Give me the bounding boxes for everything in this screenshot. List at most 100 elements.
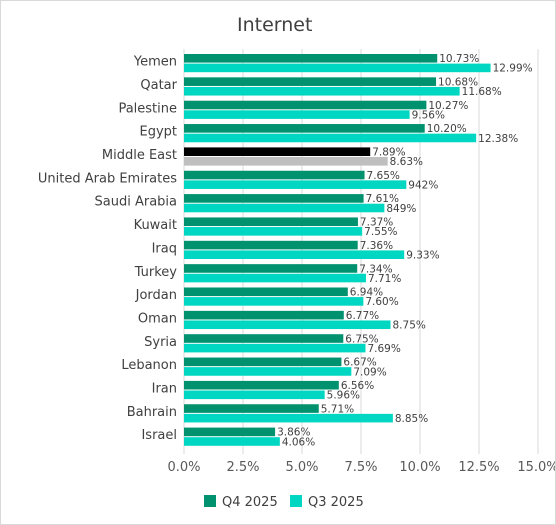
data-label: 7.71% bbox=[368, 273, 401, 285]
bar-q3 bbox=[184, 203, 385, 213]
data-label: 7.61% bbox=[366, 193, 399, 205]
legend-swatch-q4 bbox=[204, 495, 216, 507]
bar-q3 bbox=[184, 437, 280, 446]
data-label: 849% bbox=[386, 203, 416, 215]
bar-q4 bbox=[184, 54, 438, 63]
bar-q3 bbox=[184, 297, 364, 306]
data-label: 7.55% bbox=[364, 226, 397, 238]
bar-q3 bbox=[184, 110, 410, 119]
bar-q3 bbox=[184, 180, 407, 189]
bar-q4 bbox=[184, 427, 276, 437]
data-label: 7.65% bbox=[367, 170, 400, 182]
bar-q4 bbox=[184, 77, 437, 86]
bar-q4 bbox=[184, 124, 425, 133]
category-label: Yemen bbox=[133, 55, 177, 70]
data-label: 11.68% bbox=[462, 86, 502, 98]
bar-q4 bbox=[184, 170, 365, 180]
bar-q4 bbox=[184, 287, 348, 297]
category-label: Middle East bbox=[102, 148, 177, 163]
bar-q3 bbox=[184, 133, 477, 143]
data-label: 7.37% bbox=[360, 217, 393, 229]
data-label: 7.69% bbox=[367, 343, 400, 355]
data-label: 7.09% bbox=[353, 366, 386, 378]
data-label: 6.56% bbox=[341, 380, 374, 392]
bar-q3 bbox=[184, 63, 491, 73]
data-label: 6.94% bbox=[350, 287, 383, 299]
category-label: Lebanon bbox=[121, 358, 177, 373]
data-label: 7.60% bbox=[365, 296, 398, 308]
data-label: 7.34% bbox=[359, 263, 392, 275]
bars bbox=[184, 54, 491, 446]
bar-q4 bbox=[184, 334, 344, 343]
legend-label-q3: Q3 2025 bbox=[308, 495, 364, 510]
data-label: 10.68% bbox=[438, 76, 478, 88]
data-label: 4.06% bbox=[282, 436, 315, 448]
bar-q3 bbox=[184, 320, 391, 330]
chart-title: Internet bbox=[237, 14, 312, 36]
data-label: 6.67% bbox=[343, 357, 376, 369]
data-label: 9.33% bbox=[406, 250, 439, 262]
category-label: Turkey bbox=[134, 265, 178, 280]
bar-q4 bbox=[184, 357, 342, 367]
data-label: 5.71% bbox=[321, 403, 354, 415]
category-label: Egypt bbox=[139, 125, 177, 140]
x-tick-label: 10.0% bbox=[399, 460, 440, 475]
bar-q3 bbox=[184, 273, 366, 283]
data-label: 12.99% bbox=[493, 63, 533, 75]
bar-q3 bbox=[184, 250, 405, 259]
category-label: Syria bbox=[144, 335, 177, 350]
bar-q4 bbox=[184, 217, 358, 227]
category-label: Bahrain bbox=[127, 405, 177, 420]
x-tick-label: 2.5% bbox=[226, 460, 259, 475]
bar-q4 bbox=[184, 240, 358, 250]
x-axis-ticks: 0.0% 2.5% 5.0% 7.5% 10.0% 12.5% 15.0% bbox=[167, 460, 555, 475]
bar-q4 bbox=[184, 380, 339, 390]
bar-q4 bbox=[184, 100, 427, 110]
data-label: 9.56% bbox=[412, 109, 445, 121]
bar-q4 bbox=[184, 264, 358, 273]
data-label: 5.96% bbox=[327, 390, 360, 402]
bar-q3 bbox=[184, 157, 388, 166]
legend-swatch-q3 bbox=[290, 495, 302, 507]
bar-q4 bbox=[184, 404, 319, 413]
x-tick-label: 7.5% bbox=[344, 460, 377, 475]
bar-q4 bbox=[184, 147, 371, 156]
x-tick-label: 15.0% bbox=[517, 460, 555, 475]
bar-q4 bbox=[184, 310, 344, 320]
category-label: Palestine bbox=[118, 101, 177, 116]
x-tick-label: 0.0% bbox=[167, 460, 200, 475]
data-label: 3.86% bbox=[277, 427, 310, 439]
bar-q4 bbox=[184, 194, 364, 203]
category-label: Jordan bbox=[135, 288, 177, 303]
category-label: Iran bbox=[152, 382, 177, 397]
category-label: Qatar bbox=[140, 78, 177, 93]
data-label: 7.89% bbox=[372, 147, 405, 159]
category-label: Oman bbox=[138, 311, 177, 326]
data-label: 8.63% bbox=[390, 156, 423, 168]
category-label: Saudi Arabia bbox=[95, 195, 178, 210]
data-label: 7.36% bbox=[360, 240, 393, 252]
data-label: 10.27% bbox=[428, 100, 468, 112]
bar-q3 bbox=[184, 413, 393, 423]
data-label: 8.75% bbox=[393, 320, 426, 332]
category-label: United Arab Emirates bbox=[38, 171, 177, 186]
category-label: Israel bbox=[141, 428, 177, 443]
data-label: 10.73% bbox=[439, 53, 479, 65]
data-label: 8.85% bbox=[395, 413, 428, 425]
data-labels: 10.73% 12.99% 10.68%11.68% 10.27%9.56% 10.20… bbox=[277, 53, 533, 448]
legend-label-q4: Q4 2025 bbox=[222, 495, 278, 510]
data-label: 6.77% bbox=[346, 310, 379, 322]
bar-q3 bbox=[184, 343, 366, 353]
data-label: 6.75% bbox=[345, 333, 378, 345]
bar-q3 bbox=[184, 86, 460, 96]
data-label: 942% bbox=[408, 179, 438, 191]
data-label: 10.20% bbox=[427, 123, 467, 135]
category-labels: Yemen Qatar Palestine Egypt Middle East Unite… bbox=[38, 55, 178, 444]
data-label: 12.38% bbox=[478, 133, 518, 145]
category-label: Kuwait bbox=[134, 218, 177, 233]
bar-q3 bbox=[184, 227, 363, 236]
x-tick-label: 12.5% bbox=[458, 460, 499, 475]
bar-q3 bbox=[184, 390, 325, 400]
